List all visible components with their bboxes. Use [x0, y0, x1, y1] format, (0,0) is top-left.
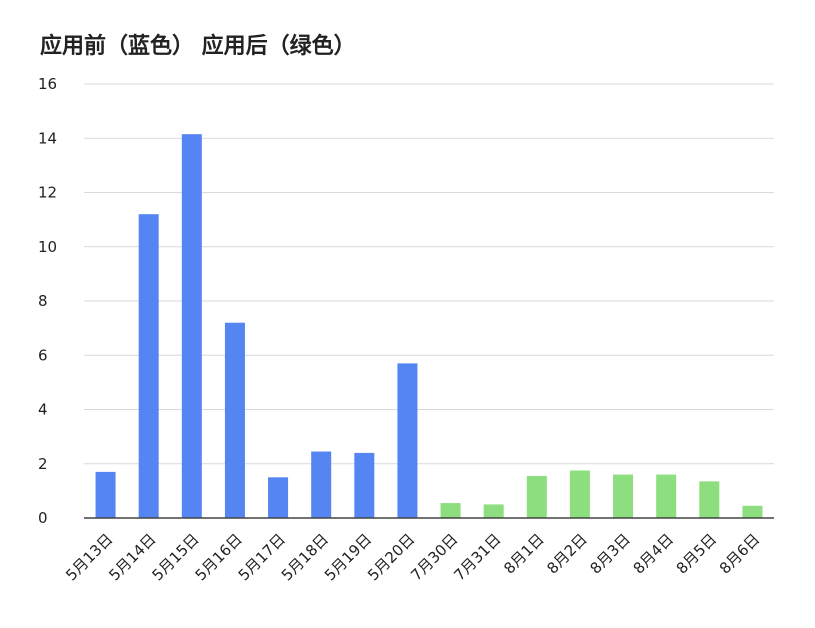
- x-tick-label: 8月6日: [716, 530, 763, 577]
- x-tick-label: 7月31日: [450, 530, 504, 584]
- x-tick-label: 8月1日: [500, 530, 547, 577]
- bar: [268, 477, 289, 518]
- bar: [224, 322, 245, 518]
- x-tick-label: 7月30日: [407, 530, 461, 584]
- bar: [95, 471, 116, 518]
- bar: [311, 451, 332, 518]
- x-tick-label: 8月2日: [543, 530, 590, 577]
- y-tick-label: 12: [38, 184, 57, 202]
- x-tick-label: 8月3日: [586, 530, 633, 577]
- x-tick-label: 5月13日: [62, 530, 116, 584]
- y-tick-label: 10: [38, 238, 57, 256]
- bar: [483, 504, 504, 518]
- bar: [181, 134, 202, 518]
- x-tick-label: 5月17日: [235, 530, 289, 584]
- x-tick-label: 5月14日: [105, 530, 159, 584]
- x-tick-label: 5月16日: [192, 530, 246, 584]
- y-tick-label: 14: [38, 129, 57, 147]
- bar: [354, 452, 375, 518]
- y-tick-label: 2: [38, 455, 48, 473]
- bar: [138, 214, 159, 518]
- x-tick-label: 8月5日: [673, 530, 720, 577]
- bar: [440, 503, 461, 518]
- bar: [613, 474, 634, 518]
- y-tick-label: 4: [38, 401, 48, 419]
- x-tick-label: 5月18日: [278, 530, 332, 584]
- bar: [397, 363, 418, 518]
- y-tick-label: 8: [38, 292, 48, 310]
- x-tick-label: 5月15日: [148, 530, 202, 584]
- bar: [569, 470, 590, 518]
- x-tick-label: 5月20日: [364, 530, 418, 584]
- bar: [526, 475, 547, 518]
- x-tick-label: 5月19日: [321, 530, 375, 584]
- chart-title: 应用前（蓝色） 应用后（绿色）: [40, 34, 356, 59]
- y-tick-label: 0: [38, 509, 48, 527]
- y-tick-label: 16: [38, 75, 57, 93]
- bar: [742, 505, 763, 518]
- x-tick-label: 8月4日: [630, 530, 677, 577]
- y-tick-label: 6: [38, 346, 48, 364]
- bar: [699, 481, 720, 518]
- bar: [656, 474, 677, 518]
